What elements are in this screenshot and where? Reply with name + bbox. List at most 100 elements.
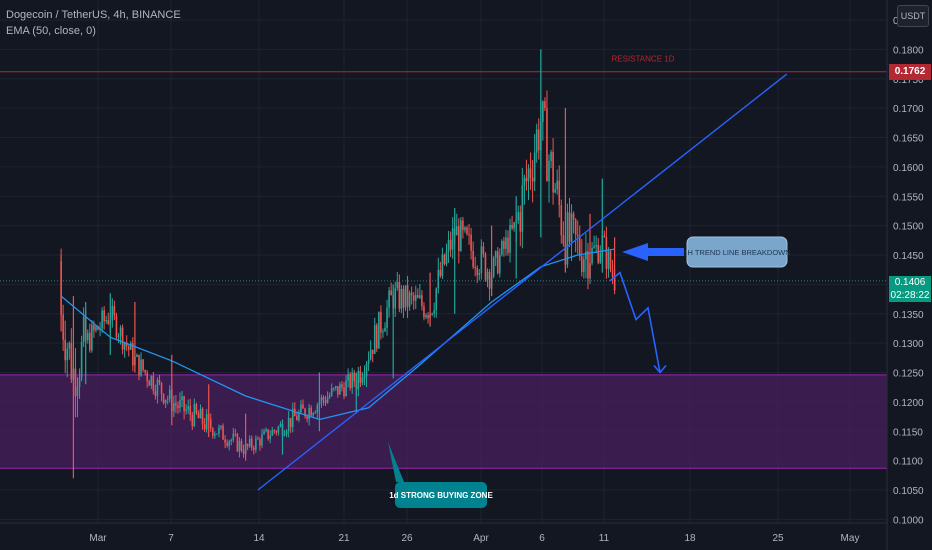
candle-body xyxy=(222,425,224,440)
candle-body xyxy=(417,295,419,298)
candle-body xyxy=(324,399,327,403)
candle-body xyxy=(511,224,513,229)
candle-body xyxy=(105,320,107,322)
candle-body xyxy=(351,372,353,388)
candle-body xyxy=(388,290,390,308)
currency-badge[interactable]: USDT xyxy=(897,5,929,27)
buy-zone-fill xyxy=(0,374,887,469)
projection-path xyxy=(609,271,667,374)
candle-body xyxy=(265,429,267,432)
candle-body xyxy=(257,438,259,440)
candle-body xyxy=(64,339,66,361)
buy-zone xyxy=(0,374,887,469)
projection-line xyxy=(609,271,661,373)
candle-body xyxy=(160,382,163,394)
candle-body xyxy=(78,377,81,387)
candle-body xyxy=(466,227,468,235)
candle-body xyxy=(74,368,77,397)
x-tick-label: 25 xyxy=(772,533,784,544)
zone-callout-box[interactable] xyxy=(395,482,487,508)
candle-body xyxy=(132,343,134,366)
candle-body xyxy=(464,227,466,231)
candle-body xyxy=(291,408,294,427)
candle-body xyxy=(308,407,310,419)
candle-body xyxy=(316,404,319,413)
trendline-callout-box[interactable] xyxy=(686,236,788,268)
candle-body xyxy=(218,427,220,434)
x-tick-label: 26 xyxy=(401,533,413,544)
candle-body xyxy=(492,257,495,277)
candle-body xyxy=(189,406,192,416)
candle-body xyxy=(269,435,271,439)
candle-body xyxy=(191,415,194,426)
candle-body xyxy=(373,325,376,354)
candle-body xyxy=(531,177,534,182)
candle-body xyxy=(212,428,214,436)
candle-body xyxy=(406,285,409,307)
candle-body xyxy=(148,381,151,386)
x-tick-label: 18 xyxy=(684,533,696,544)
candle-body xyxy=(335,386,337,389)
candle-body xyxy=(179,400,181,408)
candle-body xyxy=(136,354,138,357)
candle-body xyxy=(363,376,366,379)
symbol-legend[interactable]: Dogecoin / TetherUS, 4h, BINANCE xyxy=(6,9,181,21)
annotations[interactable]: RESISTANCE 1D 4H TREND LINE BREAKDOWN 1d S… xyxy=(388,55,791,508)
candle-body xyxy=(238,440,241,452)
candle-body xyxy=(419,295,421,298)
current-price-value: 0.1406 xyxy=(894,277,926,288)
candle-body xyxy=(357,370,360,390)
candle-body xyxy=(332,388,335,390)
candle-body xyxy=(195,404,198,414)
candle-body xyxy=(404,285,407,308)
candle-body xyxy=(296,416,298,421)
candle-body xyxy=(494,251,497,258)
candle-body xyxy=(121,327,124,350)
candle-body xyxy=(519,212,522,232)
trendline-line[interactable] xyxy=(257,73,788,491)
candle-body xyxy=(298,412,300,421)
candle-body xyxy=(144,370,146,373)
candle-body xyxy=(603,235,606,238)
breakdown-arrow xyxy=(622,243,684,261)
candle-body xyxy=(326,397,329,403)
y-tick-label: 0.1650 xyxy=(893,134,924,145)
candle-body xyxy=(607,251,610,269)
candle-body xyxy=(501,240,503,255)
candle-body xyxy=(386,307,388,328)
candle-body xyxy=(232,433,235,440)
trendline[interactable] xyxy=(257,73,788,491)
candle-body xyxy=(605,237,608,269)
indicator-legend[interactable]: EMA (50, close, 0) xyxy=(6,25,96,37)
candle-body xyxy=(248,438,251,447)
candle-body xyxy=(367,359,370,364)
candle-body xyxy=(279,424,282,427)
candle-body xyxy=(408,292,411,307)
candle-body xyxy=(410,292,413,296)
candle-body xyxy=(380,311,382,333)
candle-body xyxy=(455,226,458,236)
candle-body xyxy=(101,310,103,329)
candle-body xyxy=(398,282,401,309)
candle-body xyxy=(86,332,89,341)
candle-body xyxy=(365,363,368,377)
candle-body xyxy=(537,129,540,151)
candle-body xyxy=(117,336,120,338)
candle-body xyxy=(445,251,448,264)
candle-body xyxy=(509,224,511,253)
candle-body xyxy=(187,406,189,410)
candle-body xyxy=(462,220,464,231)
candle-body xyxy=(361,378,364,383)
candle-body xyxy=(443,254,446,264)
candle-body xyxy=(103,310,105,322)
y-tick-label: 0.1100 xyxy=(893,457,923,468)
candle-body xyxy=(107,320,110,324)
candle-body xyxy=(138,354,140,376)
candle-body xyxy=(460,220,462,252)
candle-body xyxy=(570,213,573,242)
candle-body xyxy=(214,433,216,436)
candle-body xyxy=(119,327,122,337)
candle-body xyxy=(97,326,99,330)
candle-body xyxy=(478,272,481,276)
